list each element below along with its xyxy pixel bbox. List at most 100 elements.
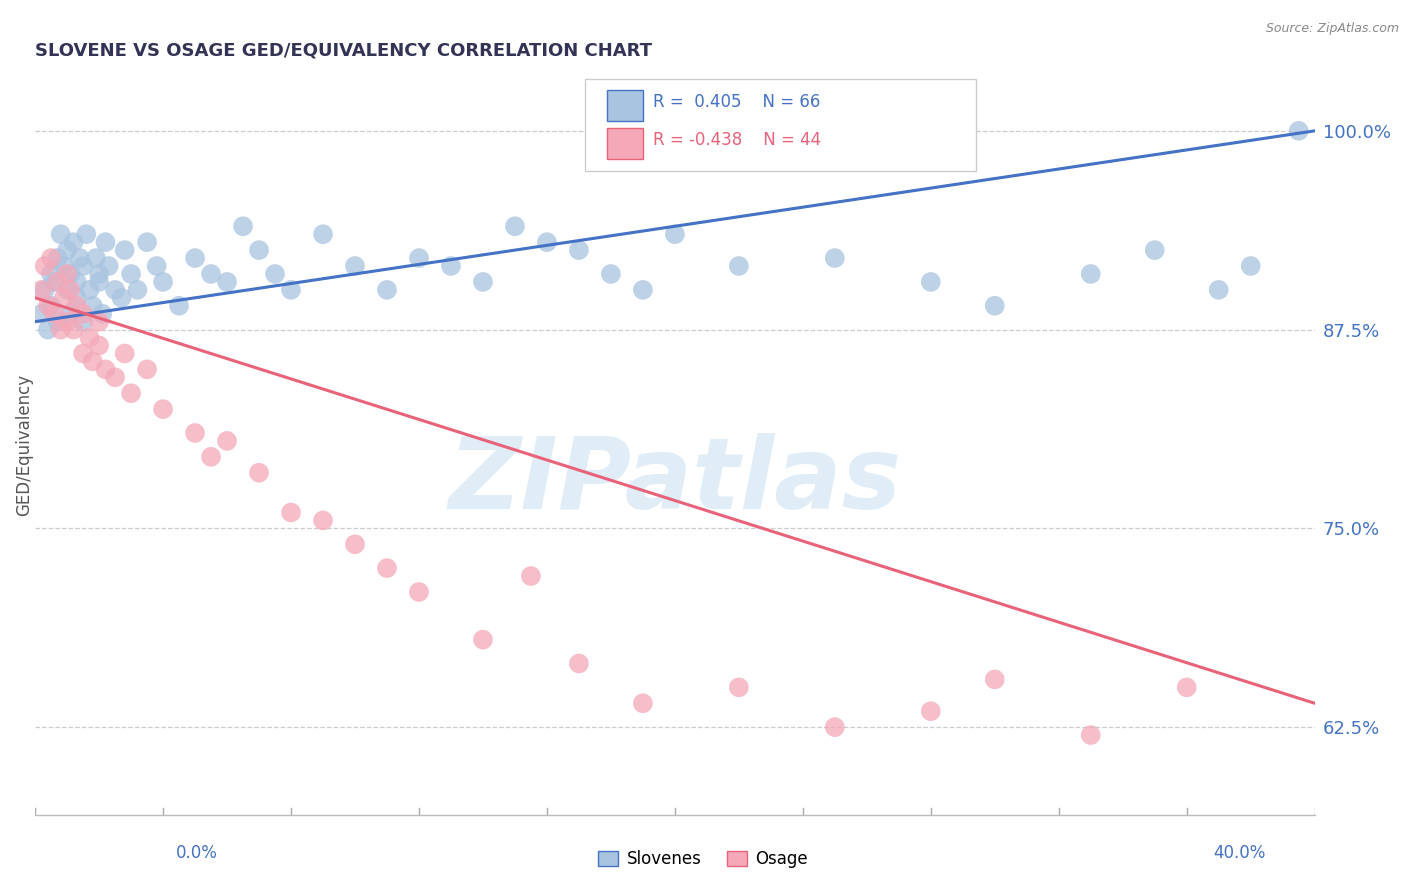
Point: [72, 259, 94, 273]
Point: [136, 235, 159, 249]
Point: [1288, 124, 1310, 138]
Point: [49, 323, 72, 337]
Point: [1080, 728, 1102, 742]
Point: [503, 219, 526, 234]
Point: [920, 275, 942, 289]
Point: [200, 450, 222, 464]
Point: [343, 259, 366, 273]
Bar: [607, 90, 643, 120]
Point: [568, 243, 591, 257]
Point: [114, 346, 136, 360]
Bar: [607, 128, 643, 159]
Text: SLOVENE VS OSAGE GED/EQUIVALENCY CORRELATION CHART: SLOVENE VS OSAGE GED/EQUIVALENCY CORRELA…: [35, 42, 652, 60]
Point: [440, 259, 463, 273]
Point: [87, 275, 110, 289]
Text: Source: ZipAtlas.com: Source: ZipAtlas.com: [1265, 22, 1399, 36]
FancyBboxPatch shape: [585, 78, 976, 171]
Point: [46, 275, 69, 289]
Point: [94, 235, 117, 249]
Point: [152, 275, 174, 289]
Point: [215, 434, 238, 448]
Legend: Slovenes, Osage: Slovenes, Osage: [592, 844, 814, 875]
Point: [984, 299, 1007, 313]
Point: [46, 315, 69, 329]
Point: [536, 235, 558, 249]
Point: [120, 267, 142, 281]
Point: [82, 354, 104, 368]
Point: [184, 251, 207, 265]
Point: [72, 315, 94, 329]
Point: [920, 704, 942, 718]
Point: [52, 291, 75, 305]
Point: [31, 307, 53, 321]
Y-axis label: GED/Equivalency: GED/Equivalency: [15, 374, 32, 516]
Point: [56, 283, 79, 297]
Point: [104, 370, 127, 384]
Point: [75, 227, 97, 242]
Point: [72, 346, 94, 360]
Point: [72, 307, 94, 321]
Point: [82, 299, 104, 313]
Point: [280, 283, 302, 297]
Point: [46, 251, 69, 265]
Point: [984, 673, 1007, 687]
Point: [56, 315, 79, 329]
Point: [66, 299, 89, 313]
Point: [62, 235, 84, 249]
Point: [145, 259, 167, 273]
Point: [79, 283, 101, 297]
Point: [215, 275, 238, 289]
Point: [152, 402, 174, 417]
Text: 40.0%: 40.0%: [1213, 844, 1265, 862]
Point: [39, 267, 62, 281]
Point: [97, 259, 120, 273]
Point: [1240, 259, 1263, 273]
Point: [52, 259, 75, 273]
Point: [49, 227, 72, 242]
Point: [59, 267, 82, 281]
Point: [114, 243, 136, 257]
Point: [44, 275, 66, 289]
Point: [87, 338, 110, 352]
Point: [631, 283, 654, 297]
Point: [104, 283, 127, 297]
Point: [34, 259, 56, 273]
Point: [56, 267, 79, 281]
Point: [31, 283, 53, 297]
Point: [120, 386, 142, 401]
Point: [87, 315, 110, 329]
Text: R = -0.438    N = 44: R = -0.438 N = 44: [654, 131, 821, 150]
Point: [110, 291, 132, 305]
Point: [167, 299, 190, 313]
Text: R =  0.405    N = 66: R = 0.405 N = 66: [654, 93, 821, 112]
Point: [600, 267, 623, 281]
Point: [824, 251, 846, 265]
Point: [1143, 243, 1166, 257]
Point: [520, 569, 543, 583]
Point: [312, 227, 335, 242]
Point: [408, 251, 430, 265]
Point: [66, 275, 89, 289]
Point: [1175, 681, 1198, 695]
Point: [37, 299, 59, 313]
Point: [728, 681, 751, 695]
Point: [312, 513, 335, 527]
Point: [56, 243, 79, 257]
Point: [84, 251, 107, 265]
Point: [471, 632, 494, 647]
Point: [127, 283, 149, 297]
Point: [1208, 283, 1230, 297]
Point: [34, 283, 56, 297]
Point: [824, 720, 846, 734]
Point: [280, 506, 302, 520]
Point: [728, 259, 751, 273]
Point: [264, 267, 287, 281]
Point: [184, 425, 207, 440]
Point: [343, 537, 366, 551]
Point: [66, 291, 89, 305]
Point: [247, 466, 270, 480]
Point: [375, 561, 398, 575]
Point: [62, 323, 84, 337]
Point: [631, 696, 654, 710]
Point: [247, 243, 270, 257]
